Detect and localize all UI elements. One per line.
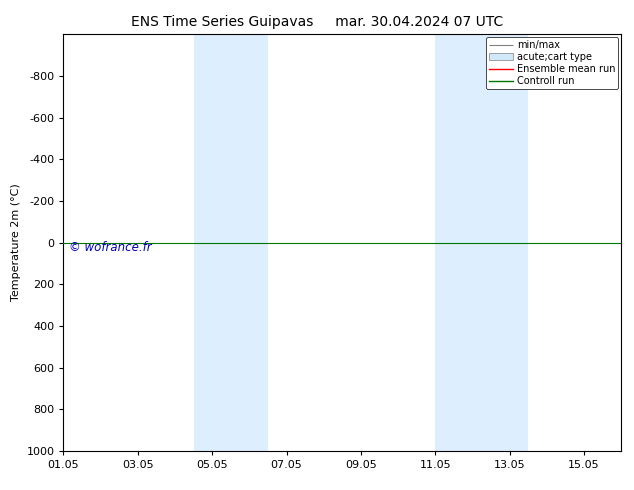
Text: © wofrance.fr: © wofrance.fr xyxy=(69,241,152,254)
Text: ENS Time Series Guipavas     mar. 30.04.2024 07 UTC: ENS Time Series Guipavas mar. 30.04.2024… xyxy=(131,15,503,29)
Bar xyxy=(436,34,528,451)
Bar xyxy=(193,34,268,451)
Legend: min/max, acute;cart type, Ensemble mean run, Controll run: min/max, acute;cart type, Ensemble mean … xyxy=(486,37,618,89)
Y-axis label: Temperature 2m (°C): Temperature 2m (°C) xyxy=(11,184,21,301)
